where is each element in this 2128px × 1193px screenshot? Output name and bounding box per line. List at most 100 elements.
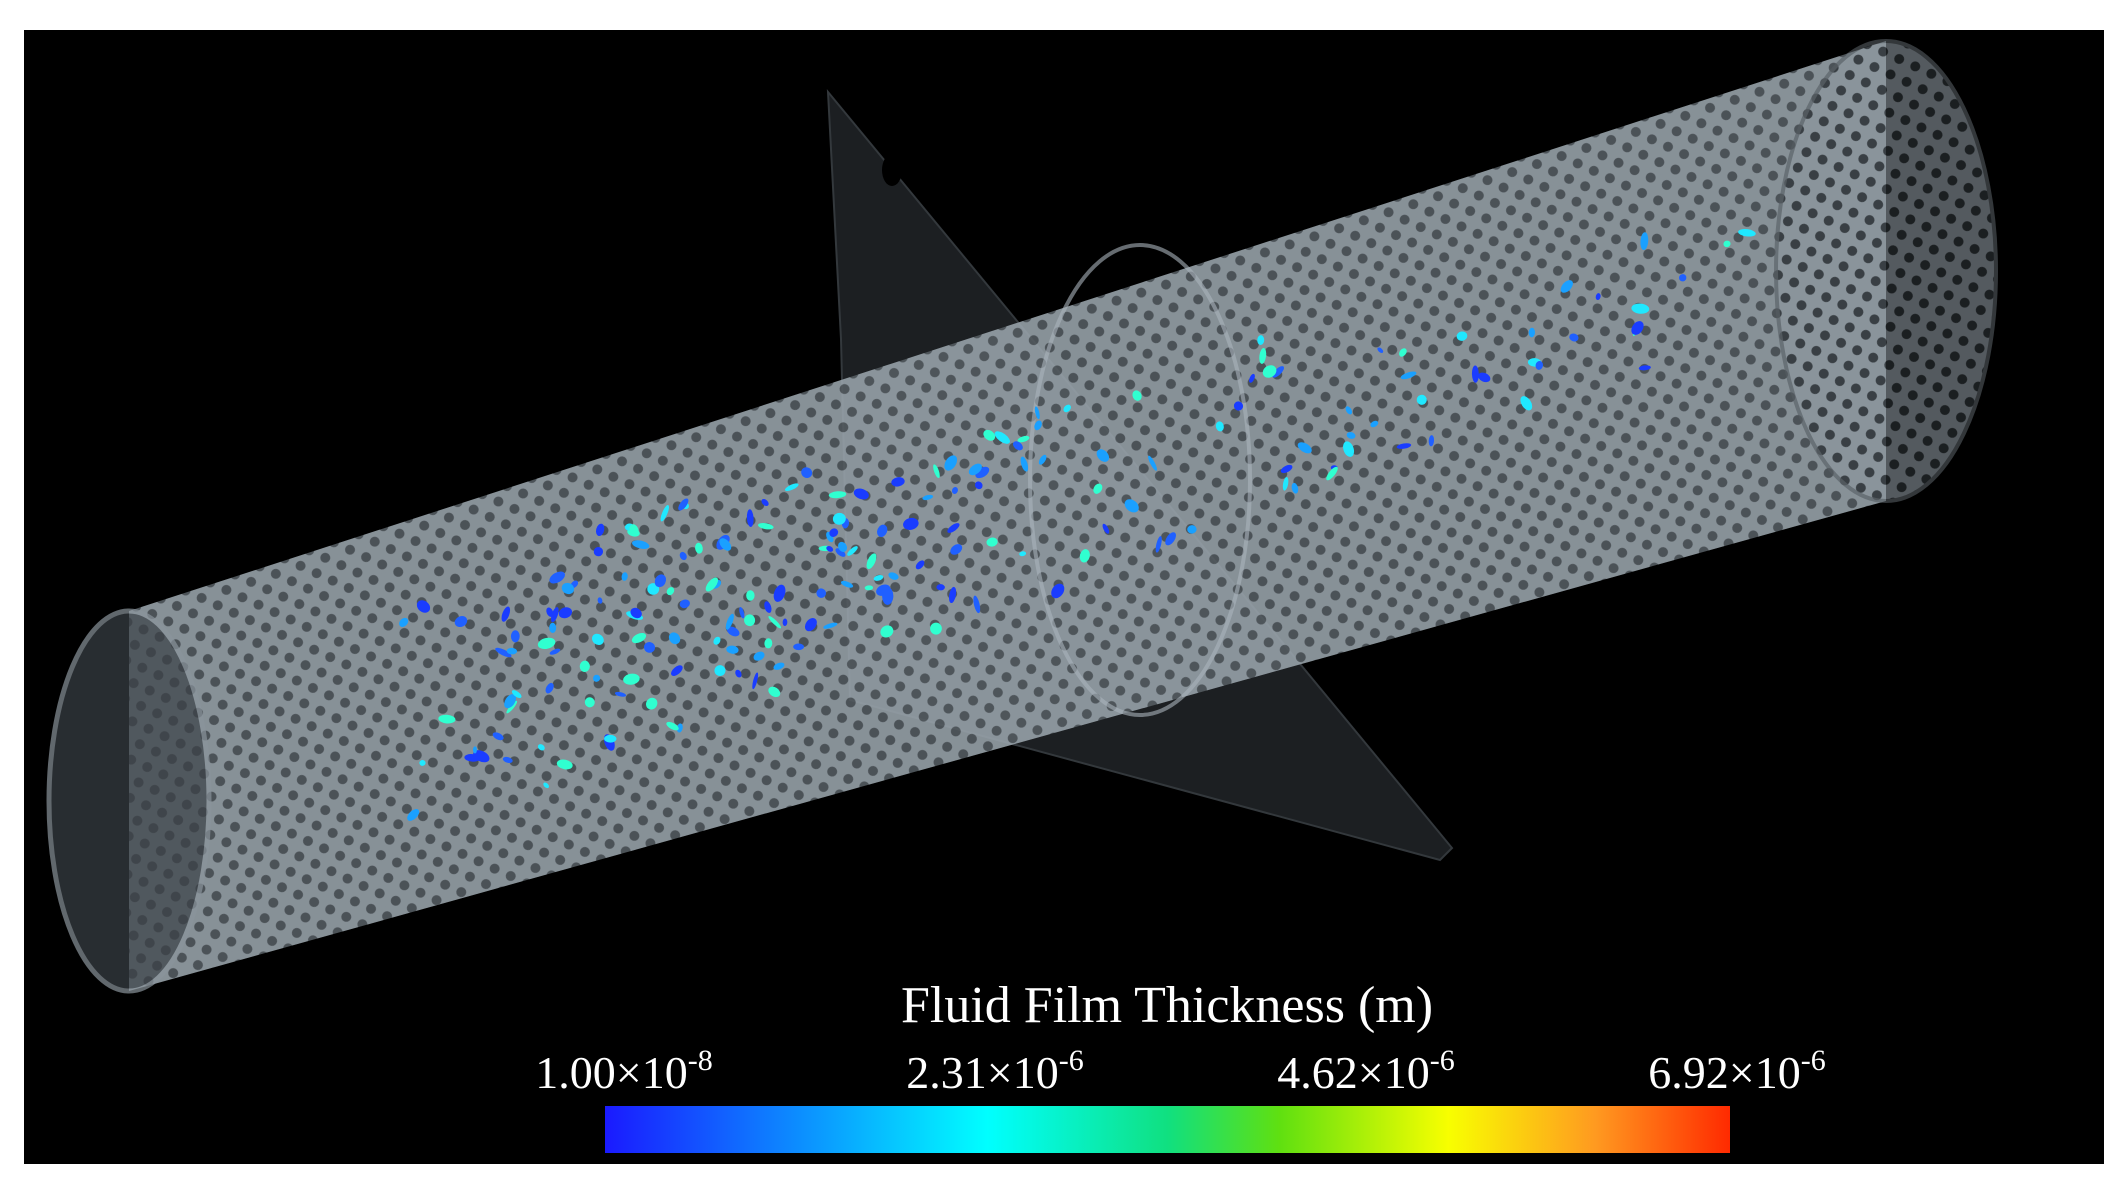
droplet — [930, 622, 942, 635]
droplet — [579, 660, 590, 673]
droplet — [944, 455, 958, 471]
droplet — [1019, 551, 1027, 557]
droplet — [1257, 335, 1265, 346]
droplet — [1272, 366, 1284, 378]
droplet — [671, 665, 683, 676]
droplet — [1017, 435, 1030, 443]
tick-mantissa: 4.62×10 — [1277, 1047, 1429, 1098]
droplet — [632, 540, 650, 549]
droplet — [1520, 396, 1533, 411]
droplet — [726, 626, 740, 637]
droplet — [835, 548, 846, 557]
droplet — [1471, 365, 1479, 383]
droplet — [947, 523, 960, 533]
droplet — [758, 523, 774, 530]
droplet — [666, 721, 679, 731]
droplet — [1187, 525, 1197, 534]
droplet — [584, 697, 595, 708]
droplet — [416, 600, 431, 613]
droplet — [546, 607, 554, 617]
droplet — [631, 633, 647, 644]
droplet — [407, 808, 420, 821]
droplet — [510, 630, 520, 643]
droplet — [537, 637, 556, 649]
droplet — [549, 622, 557, 633]
droplet — [746, 509, 754, 527]
droplet — [1528, 327, 1536, 338]
colorbar-tick-label: 1.00×10-8 — [535, 1044, 712, 1098]
droplet — [545, 682, 554, 694]
droplet — [746, 590, 755, 601]
droplet — [1282, 477, 1289, 491]
droplet — [1124, 499, 1139, 513]
droplet — [1595, 293, 1601, 301]
droplet — [679, 599, 690, 609]
droplet — [877, 524, 888, 537]
cylinder-far-end — [1774, 39, 1998, 503]
droplet — [773, 584, 786, 602]
droplet — [1063, 404, 1071, 413]
droplet — [1343, 441, 1355, 457]
droplet — [828, 491, 847, 499]
droplet — [974, 481, 983, 490]
tick-mantissa: 6.92×10 — [1648, 1047, 1800, 1098]
tick-exponent: -6 — [1801, 1044, 1826, 1077]
droplet — [752, 672, 759, 690]
droplet — [950, 544, 963, 555]
droplet — [1155, 536, 1162, 553]
droplet — [1280, 464, 1293, 474]
droplet — [1346, 432, 1356, 439]
droplet — [968, 463, 982, 476]
droplet — [1148, 455, 1157, 471]
fin-hole — [882, 154, 902, 186]
droplet — [591, 633, 604, 646]
droplet — [714, 665, 726, 676]
droplet — [647, 583, 660, 595]
droplet — [1723, 240, 1731, 248]
droplet — [679, 551, 687, 561]
droplet — [676, 723, 683, 733]
droplet — [643, 642, 656, 653]
droplet — [880, 625, 894, 638]
droplet — [1249, 373, 1255, 383]
droplet — [826, 545, 834, 552]
droplet — [936, 584, 945, 591]
droplet — [866, 553, 877, 570]
droplet — [1034, 420, 1042, 431]
perforated-cylinder — [46, 39, 1998, 994]
droplet — [1020, 456, 1029, 472]
droplet — [473, 750, 490, 763]
droplet — [1297, 442, 1312, 454]
colorbar-tick-label: 6.92×10-6 — [1648, 1044, 1825, 1098]
droplet — [1034, 406, 1040, 420]
tick-exponent: -6 — [1430, 1044, 1455, 1077]
droplet — [983, 429, 996, 441]
colorbar-tick-label: 2.31×10-6 — [906, 1044, 1083, 1098]
droplet — [1428, 435, 1435, 447]
droplet — [768, 616, 782, 629]
droplet — [719, 538, 732, 551]
droplet — [816, 588, 827, 598]
droplet — [506, 647, 518, 655]
droplet — [784, 483, 799, 492]
droplet — [986, 537, 998, 547]
droplet — [495, 647, 512, 658]
droplet — [561, 582, 575, 595]
droplet — [1377, 347, 1384, 353]
droplet — [823, 622, 838, 629]
droplet — [773, 662, 785, 670]
droplet — [654, 574, 667, 588]
droplet — [668, 632, 681, 645]
droplet — [705, 577, 719, 592]
tick-mantissa: 2.31×10 — [906, 1047, 1058, 1098]
tick-exponent: -6 — [1059, 1044, 1084, 1077]
droplet — [621, 572, 628, 581]
droplet — [1679, 274, 1687, 282]
droplet — [630, 607, 642, 619]
droplet — [838, 541, 848, 552]
droplet — [891, 477, 905, 487]
droplet — [744, 614, 756, 627]
cylinder-near-end — [46, 608, 212, 994]
droplet — [501, 606, 511, 622]
